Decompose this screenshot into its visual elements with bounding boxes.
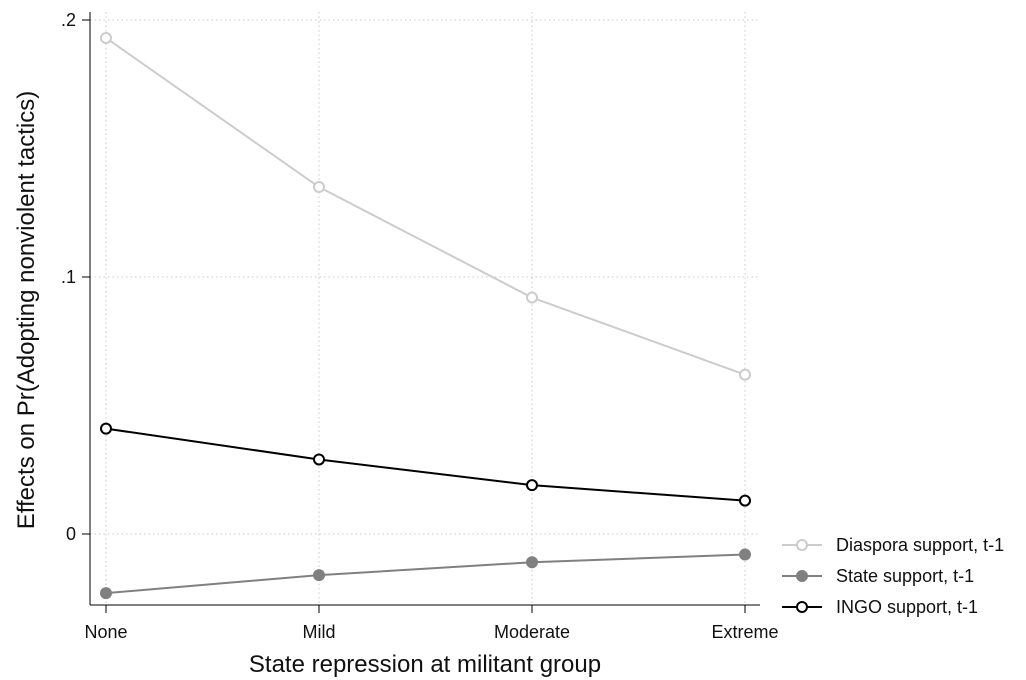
legend-item: State support, t-1 <box>782 566 974 586</box>
data-point <box>526 291 538 304</box>
data-point <box>313 453 325 466</box>
y-tick-label: .2 <box>61 10 76 30</box>
series-line <box>105 553 746 595</box>
x-axis-ticks: None Mild Moderate Extreme <box>84 605 779 642</box>
series-line <box>105 427 746 502</box>
data-point <box>100 31 112 44</box>
legend-marker <box>796 570 808 582</box>
legend-item: Diaspora support, t-1 <box>782 535 1004 555</box>
data-point <box>313 181 325 194</box>
series-line <box>105 37 746 376</box>
data-point <box>739 494 751 507</box>
x-tick-label: Extreme <box>711 622 778 642</box>
data-point <box>100 587 112 600</box>
data-point <box>100 422 112 435</box>
data-point <box>739 548 751 561</box>
grid <box>90 12 760 605</box>
legend-item: INGO support, t-1 <box>782 597 978 617</box>
series <box>100 31 751 600</box>
legend: Diaspora support, t-1 State support, t-1 I… <box>782 535 1004 617</box>
series-ingo-support-t-1 <box>100 422 751 507</box>
data-point <box>526 556 538 569</box>
axes <box>89 12 760 606</box>
data-point <box>739 368 751 381</box>
legend-marker <box>796 539 808 551</box>
x-tick-label: Mild <box>302 622 335 642</box>
x-tick-label: Moderate <box>494 622 570 642</box>
legend-label: INGO support, t-1 <box>836 597 978 617</box>
y-tick-label: 0 <box>66 524 76 544</box>
legend-label: Diaspora support, t-1 <box>836 535 1004 555</box>
y-tick-label: .1 <box>61 267 76 287</box>
x-tick-label: None <box>84 622 127 642</box>
y-axis-ticks: 0 .1 .2 <box>61 10 90 544</box>
legend-marker <box>796 601 808 613</box>
y-axis-title: Effects on Pr(Adopting nonviolent tactic… <box>13 91 40 529</box>
series-state-support-t-1 <box>100 548 751 600</box>
x-axis-title: State repression at militant group <box>249 651 601 678</box>
data-point <box>313 569 325 582</box>
series-diaspora-support-t-1 <box>100 31 751 381</box>
data-point <box>526 479 538 492</box>
legend-label: State support, t-1 <box>836 566 974 586</box>
